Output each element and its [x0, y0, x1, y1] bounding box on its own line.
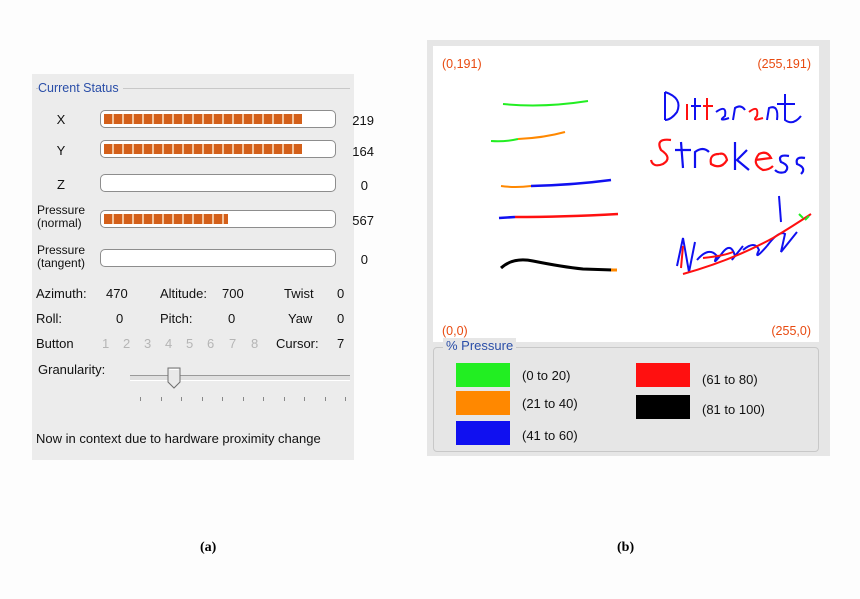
stroke-5-black — [499, 258, 614, 272]
button-7-indicator: 7 — [229, 336, 237, 351]
pressure-normal-meter — [100, 210, 336, 228]
caption-b: (b) — [617, 540, 635, 555]
legend-swatch-0-20 — [456, 363, 510, 387]
granularity-slider-thumb[interactable] — [167, 367, 181, 389]
legend-label-81-100: (81 to 100) — [702, 402, 765, 417]
pitch-value: 0 — [228, 311, 236, 326]
current-status-title: Current Status — [38, 81, 123, 95]
stroke-2-green — [490, 138, 519, 143]
azimuth-label: Azimuth: — [36, 286, 87, 301]
button-8-indicator: 8 — [251, 336, 259, 351]
legend-label-0-20: (0 to 20) — [522, 368, 571, 383]
z-meter — [100, 174, 336, 192]
yaw-value: 0 — [337, 311, 345, 326]
pressure-legend-title: % Pressure — [443, 338, 517, 353]
slider-tick — [324, 397, 326, 401]
corner-top-right-label: (255,191) — [757, 57, 811, 71]
pressure-tangent-meter — [100, 249, 336, 267]
x-meter — [100, 110, 336, 128]
slider-tick — [160, 397, 162, 401]
pressure-tangent-label: Pressure (tangent) — [37, 243, 86, 270]
stroke-4-blue — [498, 215, 516, 220]
twist-value: 0 — [337, 286, 345, 301]
slider-tick — [263, 397, 264, 401]
y-label: Y — [56, 143, 66, 158]
pitch-label: Pitch: — [160, 311, 193, 326]
x-meter-fill — [104, 114, 302, 124]
legend-label-61-80: (61 to 80) — [702, 372, 758, 387]
legend-swatch-21-40 — [456, 391, 510, 415]
pressure-legend — [433, 347, 819, 452]
stroke-2-orange — [517, 131, 566, 140]
button-4-indicator: 4 — [165, 336, 173, 351]
cursor-value: 7 — [337, 336, 345, 351]
y-meter-fill — [104, 144, 302, 154]
legend-swatch-81-100 — [636, 395, 690, 419]
z-label: Z — [57, 177, 65, 192]
twist-label: Twist — [284, 286, 314, 301]
tablet-status-panel: Current Status X 219 Y 164 Z 0 Pressure … — [32, 74, 374, 460]
slider-tick — [304, 397, 305, 401]
stroke-1 — [502, 100, 589, 107]
pressure-strokes-panel: (0,191) (255,191) (0,0) (255,0) — [427, 40, 830, 456]
slider-tick — [181, 397, 182, 401]
corner-bottom-left-label: (0,0) — [442, 324, 468, 338]
drawing-canvas[interactable]: (0,191) (255,191) (0,0) (255,0) — [433, 46, 819, 342]
granularity-label: Granularity: — [38, 362, 106, 377]
roll-value: 0 — [116, 311, 124, 326]
button-3-indicator: 3 — [144, 336, 152, 351]
granularity-slider-track[interactable] — [130, 375, 350, 381]
button-6-indicator: 6 — [207, 336, 215, 351]
button-2-indicator: 2 — [123, 336, 131, 351]
slider-tick — [222, 397, 223, 401]
stroke-4-red — [514, 212, 619, 219]
legend-swatch-41-60 — [456, 421, 510, 445]
cursor-label: Cursor: — [276, 336, 319, 351]
caption-a: (a) — [200, 540, 217, 555]
legend-label-21-40: (21 to 40) — [522, 396, 578, 411]
azimuth-value: 470 — [106, 286, 128, 301]
y-meter — [100, 140, 336, 158]
altitude-label: Altitude: — [160, 286, 207, 301]
altitude-value: 700 — [222, 286, 244, 301]
ink-strokes — [490, 91, 812, 275]
legend-swatch-61-80 — [636, 363, 690, 387]
pressure-normal-meter-fill — [104, 214, 228, 224]
slider-tick — [345, 397, 346, 401]
stroke-3-blue — [530, 178, 612, 188]
slider-tick — [201, 397, 203, 401]
button-1-indicator: 1 — [102, 336, 110, 351]
slider-tick — [242, 397, 244, 401]
legend-label-41-60: (41 to 60) — [522, 428, 578, 443]
slider-tick — [283, 397, 285, 401]
corner-bottom-right-label: (255,0) — [771, 324, 811, 338]
slider-tick — [140, 397, 141, 401]
corner-top-left-label: (0,191) — [442, 57, 482, 71]
status-message: Now in context due to hardware proximity… — [36, 431, 321, 446]
pressure-normal-label: Pressure (normal) — [37, 203, 86, 230]
stroke-3-orange — [500, 185, 532, 188]
roll-label: Roll: — [36, 311, 63, 326]
x-label: X — [56, 112, 66, 127]
yaw-label: Yaw — [288, 311, 313, 326]
button-label: Button — [36, 336, 74, 351]
group-divider — [36, 88, 350, 89]
button-5-indicator: 5 — [186, 336, 194, 351]
